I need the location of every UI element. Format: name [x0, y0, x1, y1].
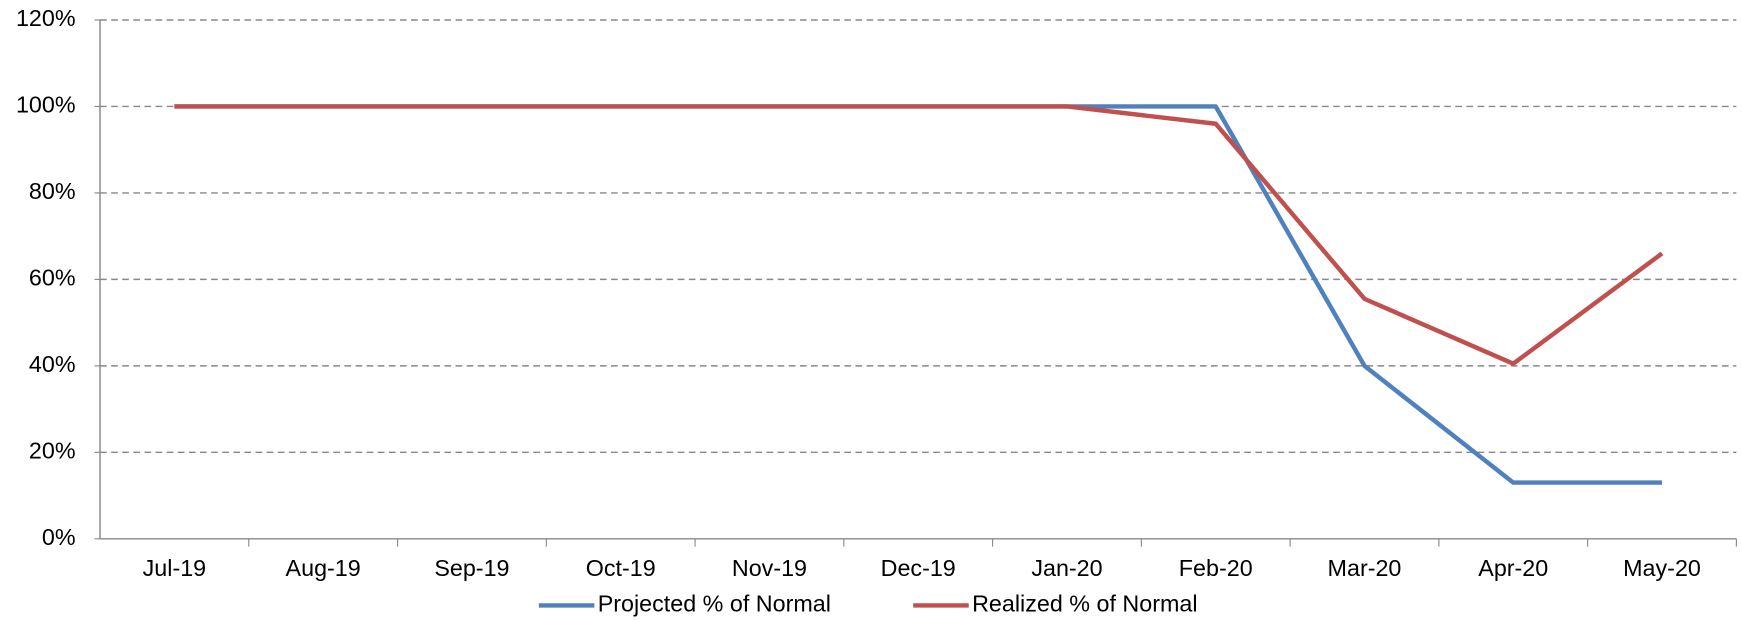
legend-label: Realized % of Normal — [972, 591, 1197, 617]
legend-label: Projected % of Normal — [598, 591, 831, 617]
y-tick-label: 20% — [29, 437, 76, 463]
x-tick-label: Apr-20 — [1478, 555, 1548, 581]
y-tick-label: 120% — [16, 5, 76, 31]
y-tick-label: 100% — [16, 92, 76, 118]
x-tick-label: Nov-19 — [732, 555, 807, 581]
y-tick-label: 60% — [29, 265, 76, 291]
y-tick-label: 0% — [42, 524, 76, 550]
series-line — [174, 104, 1664, 366]
x-tick-label: Aug-19 — [286, 555, 361, 581]
y-tick-label: 40% — [29, 351, 76, 377]
x-tick-label: Jul-19 — [143, 555, 206, 581]
x-tick-label: Mar-20 — [1328, 555, 1402, 581]
x-tick-label: Dec-19 — [881, 555, 956, 581]
y-tick-label: 80% — [29, 178, 76, 204]
x-tick-label: May-20 — [1623, 555, 1701, 581]
x-tick-label: Sep-19 — [434, 555, 509, 581]
x-tick-label: Feb-20 — [1179, 555, 1253, 581]
x-tick-label: Oct-19 — [586, 555, 656, 581]
x-tick-label: Jan-20 — [1031, 555, 1102, 581]
series-line — [174, 104, 1663, 485]
